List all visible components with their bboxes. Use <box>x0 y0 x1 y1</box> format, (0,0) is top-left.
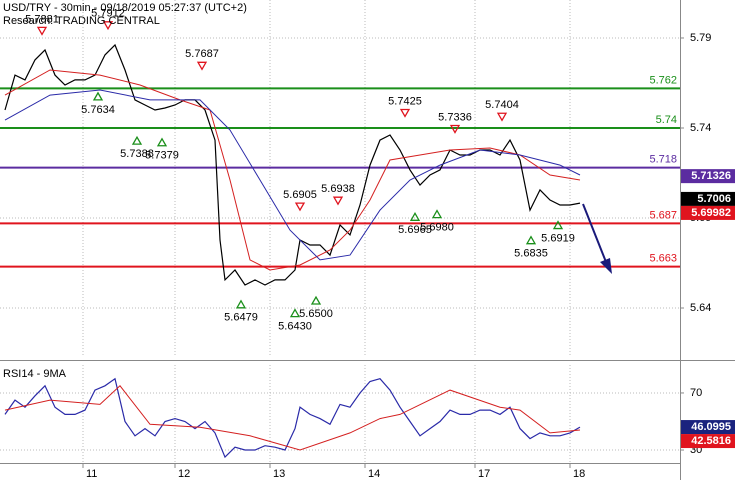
chart-title: USD/TRY - 30min - 09/18/2019 05:27:37 (U… <box>3 2 247 14</box>
series-line <box>4 377 581 459</box>
extreme-marker <box>431 209 443 219</box>
extreme-marker <box>449 124 461 134</box>
price-tag-label: 46.0995 <box>691 421 731 433</box>
extreme-marker <box>92 91 104 101</box>
level-label: 5.687 <box>649 209 677 221</box>
extreme-marker <box>294 202 306 212</box>
level-label: 5.762 <box>649 74 677 86</box>
extreme-label: 5.6835 <box>514 248 548 260</box>
extreme-label: 5.6479 <box>224 312 258 324</box>
projection-arrow <box>582 203 607 263</box>
price-tag <box>681 191 735 206</box>
y-tick-label: 5.74 <box>690 122 711 134</box>
extreme-label: 5.7881 <box>25 13 59 25</box>
extreme-marker <box>332 196 344 206</box>
extreme-label: 5.7388 <box>120 148 154 160</box>
x-tick-label: 18 <box>573 468 585 480</box>
extreme-marker <box>36 26 48 36</box>
chart-subtitle: Research: TRADING CENTRAL <box>3 15 160 27</box>
series-line <box>4 69 581 271</box>
extreme-label: 5.6430 <box>278 321 312 333</box>
x-tick-label: 11 <box>86 468 97 480</box>
y-tick-label: 5.64 <box>690 302 711 314</box>
price-tag-label: 42.5816 <box>691 435 731 447</box>
extreme-marker <box>156 137 168 147</box>
extreme-marker <box>399 108 411 118</box>
extreme-label: 5.7634 <box>81 104 115 116</box>
extreme-marker <box>196 61 208 71</box>
extreme-marker <box>409 211 421 221</box>
extreme-marker <box>131 135 143 145</box>
level-label: 5.718 <box>649 154 677 166</box>
rsi-title: RSI14 - 9MA <box>3 368 67 380</box>
level-label: 5.663 <box>649 253 677 265</box>
x-tick-label: 17 <box>478 468 490 480</box>
extreme-label: 5.6965 <box>398 224 432 236</box>
extreme-marker <box>496 112 508 122</box>
extreme-label: 5.7379 <box>145 150 179 162</box>
price-tag <box>681 434 735 449</box>
extreme-label: 5.6500 <box>299 308 333 320</box>
extreme-marker <box>289 308 301 318</box>
price-tag <box>681 420 735 435</box>
extreme-label: 5.7425 <box>388 95 422 107</box>
extreme-label: 5.7912 <box>91 8 125 20</box>
extreme-marker <box>310 295 322 305</box>
extreme-marker <box>102 21 114 31</box>
price-tag <box>681 169 735 184</box>
extreme-label: 5.6919 <box>541 232 575 244</box>
extreme-label: 5.6938 <box>321 183 355 195</box>
extreme-label: 5.6980 <box>420 222 454 234</box>
price-tag <box>681 205 735 220</box>
extreme-label: 5.7336 <box>438 111 472 123</box>
y-tick-label: 5.79 <box>690 32 711 44</box>
price-tag-label: 5.7006 <box>697 193 731 205</box>
extreme-marker <box>525 235 537 245</box>
x-tick-label: 14 <box>368 468 380 480</box>
x-tick-label: 13 <box>273 468 285 480</box>
extreme-label: 5.7687 <box>185 48 219 60</box>
y-tick-label: 70 <box>690 387 702 399</box>
x-tick-label: 12 <box>178 468 190 480</box>
level-label: 5.74 <box>656 114 677 126</box>
series-line <box>4 89 581 261</box>
series-line <box>4 385 581 451</box>
projection-arrow-head <box>600 258 612 274</box>
extreme-marker <box>552 220 564 230</box>
price-tag-label: 5.71326 <box>691 170 731 182</box>
extreme-label: 5.6905 <box>283 189 317 201</box>
price-tag-label: 5.69982 <box>691 207 731 219</box>
extreme-label: 5.7404 <box>485 99 519 111</box>
extreme-marker <box>235 299 247 309</box>
